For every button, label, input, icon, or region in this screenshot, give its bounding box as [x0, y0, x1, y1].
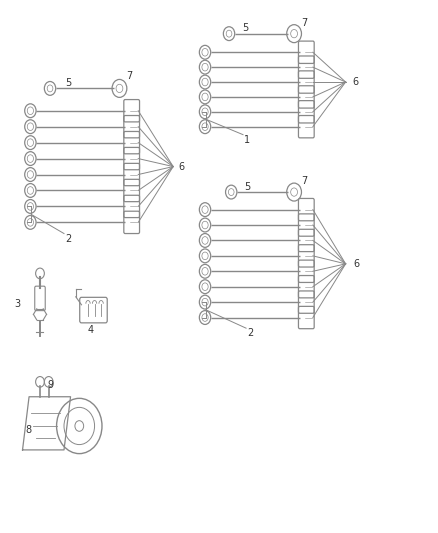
- Text: 5: 5: [65, 78, 71, 88]
- Text: 7: 7: [301, 18, 307, 28]
- Text: 8: 8: [25, 425, 31, 435]
- Text: 2: 2: [247, 328, 254, 338]
- Text: 6: 6: [179, 161, 185, 172]
- Text: 6: 6: [353, 259, 360, 269]
- Text: 7: 7: [301, 176, 307, 187]
- Text: 5: 5: [242, 23, 248, 34]
- Text: 9: 9: [48, 379, 54, 390]
- Text: 1: 1: [244, 135, 251, 145]
- Text: 2: 2: [65, 234, 71, 244]
- Text: 6: 6: [353, 77, 359, 87]
- Text: 5: 5: [244, 182, 251, 192]
- Text: 7: 7: [127, 71, 133, 81]
- Text: 3: 3: [14, 298, 20, 309]
- Text: 4: 4: [87, 325, 93, 335]
